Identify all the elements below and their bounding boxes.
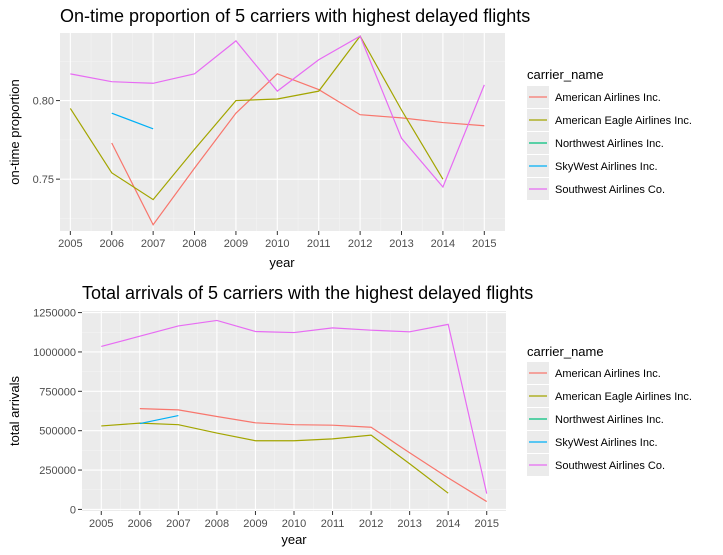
plot-panel [60, 33, 505, 231]
x-tick-label: 2005 [58, 238, 82, 250]
x-tick-label: 2009 [243, 518, 267, 530]
x-tick-label: 2011 [321, 518, 345, 530]
legend-title: carrier_name [527, 344, 604, 359]
x-tick-label: 2013 [397, 518, 421, 530]
x-tick-label: 2015 [472, 238, 496, 250]
legend-label-southwest-airlines-co: Southwest Airlines Co. [555, 184, 665, 196]
x-tick-label: 2010 [265, 238, 289, 250]
legend-label-american-airlines-inc: American Airlines Inc. [555, 368, 661, 380]
x-tick-label: 2008 [182, 238, 206, 250]
y-tick-label: 750000 [39, 386, 76, 398]
series-line-american-eagle-airlines-inc [101, 422, 449, 494]
ontime-proportion-chart: On-time proportion of 5 carriers with hi… [7, 6, 692, 270]
x-tick-label: 2007 [166, 518, 190, 530]
legend: carrier_name American Airlines Inc. Ameri… [527, 67, 692, 200]
x-tick-label: 2012 [348, 238, 372, 250]
y-tick-label: 250000 [39, 465, 76, 477]
legend-label-skywest-airlines-inc: SkyWest Airlines Inc. [555, 437, 658, 449]
series-line-southwest-airlines-co [101, 319, 488, 494]
legend-label-southwest-airlines-co: Southwest Airlines Co. [555, 460, 665, 472]
x-tick-label: 2009 [224, 238, 248, 250]
legend-title: carrier_name [527, 67, 604, 82]
series-line-skywest-airlines-inc [139, 414, 179, 425]
x-tick-label: 2011 [307, 238, 331, 250]
x-tick-label: 2014 [431, 238, 455, 250]
x-tick-label: 2010 [282, 518, 306, 530]
y-tick-label: 0.75 [33, 174, 54, 186]
legend-label-american-airlines-inc: American Airlines Inc. [555, 92, 661, 104]
y-axis-title: on-time proportion [7, 79, 22, 185]
x-tick-label: 2013 [389, 238, 413, 250]
series-line-american-eagle-airlines-inc [69, 35, 444, 201]
chart-title: Total arrivals of 5 carriers with the hi… [82, 283, 533, 303]
x-tick-label: 2006 [100, 238, 124, 250]
x-tick-label: 2008 [205, 518, 229, 530]
x-axis-title: year [269, 255, 295, 270]
x-tick-label: 2006 [128, 518, 152, 530]
series-line-american-airlines-inc [139, 408, 488, 503]
legend-label-northwest-airlines-inc: Northwest Airlines Inc. [555, 414, 664, 426]
y-tick-label: 500000 [39, 426, 76, 438]
y-tick-label: 0.80 [33, 96, 54, 108]
y-axis-title: total arrivals [7, 375, 22, 446]
series-line-skywest-airlines-inc [111, 112, 154, 130]
total-arrivals-chart: Total arrivals of 5 carriers with the hi… [7, 283, 692, 547]
chart-title: On-time proportion of 5 carriers with hi… [60, 6, 530, 26]
legend-label-american-eagle-airlines-inc: American Eagle Airlines Inc. [555, 115, 692, 127]
legend: carrier_name American Airlines Inc. Ameri… [527, 344, 692, 476]
x-tick-label: 2015 [474, 518, 498, 530]
x-tick-label: 2007 [141, 238, 165, 250]
y-tick-label: 1000000 [33, 347, 76, 359]
y-tick-label: 1250000 [33, 308, 76, 320]
legend-label-skywest-airlines-inc: SkyWest Airlines Inc. [555, 161, 658, 173]
series-line-southwest-airlines-co [70, 35, 485, 189]
x-axis-title: year [281, 532, 307, 547]
series-line-american-airlines-inc [111, 73, 485, 226]
legend-label-northwest-airlines-inc: Northwest Airlines Inc. [555, 138, 664, 150]
x-tick-label: 2012 [359, 518, 383, 530]
legend-label-american-eagle-airlines-inc: American Eagle Airlines Inc. [555, 391, 692, 403]
x-tick-label: 2005 [89, 518, 113, 530]
y-tick-label: 0 [70, 504, 76, 516]
x-tick-label: 2014 [436, 518, 460, 530]
